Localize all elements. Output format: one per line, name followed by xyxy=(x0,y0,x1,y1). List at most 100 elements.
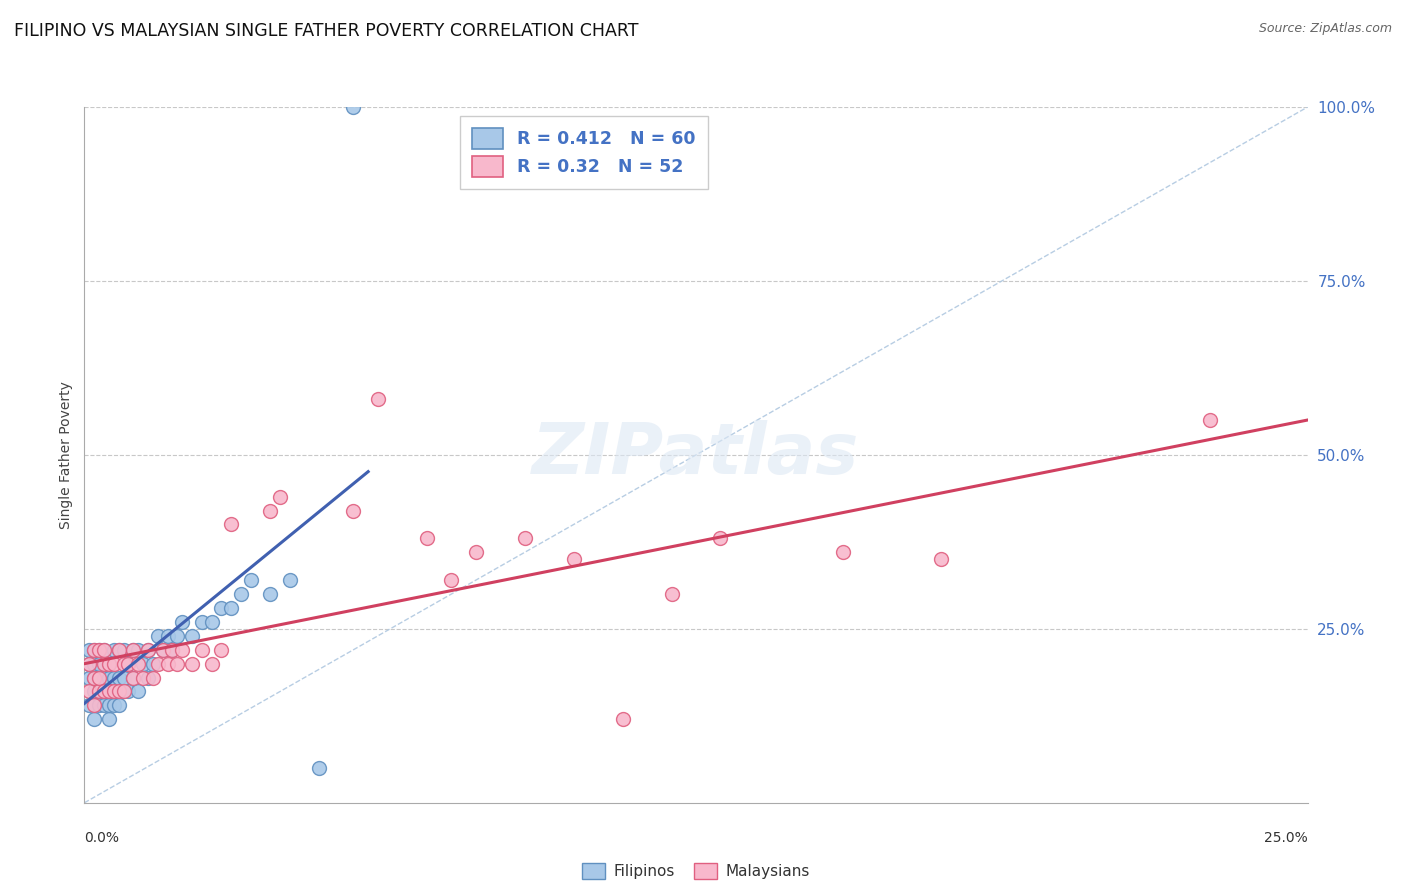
Point xyxy=(136,642,159,657)
Point xyxy=(93,684,115,698)
Point xyxy=(142,657,165,671)
Point xyxy=(97,657,120,671)
Point xyxy=(112,671,135,685)
Point xyxy=(136,642,159,657)
Point xyxy=(97,698,120,713)
Point xyxy=(93,657,115,671)
Point xyxy=(191,642,214,657)
Point xyxy=(229,587,252,601)
Point xyxy=(142,671,165,685)
Text: 0.0%: 0.0% xyxy=(84,830,120,845)
Point xyxy=(83,698,105,713)
Point xyxy=(112,657,135,671)
Point xyxy=(77,642,100,657)
Point xyxy=(127,657,149,671)
Point xyxy=(77,671,100,685)
Point xyxy=(87,684,110,698)
Point xyxy=(562,552,585,566)
Point xyxy=(117,657,139,671)
Point xyxy=(209,601,232,615)
Point xyxy=(136,671,159,685)
Point xyxy=(152,642,174,657)
Point xyxy=(122,642,145,657)
Point xyxy=(87,642,110,657)
Point xyxy=(122,671,145,685)
Point xyxy=(77,657,100,671)
Point xyxy=(464,545,486,559)
Point xyxy=(93,698,115,713)
Point xyxy=(200,657,222,671)
Point xyxy=(93,671,115,685)
Point xyxy=(219,601,242,615)
Point xyxy=(181,657,204,671)
Point xyxy=(132,657,155,671)
Point xyxy=(209,642,232,657)
Text: 25.0%: 25.0% xyxy=(1264,830,1308,845)
Text: ZIPatlas: ZIPatlas xyxy=(533,420,859,490)
Text: FILIPINO VS MALAYSIAN SINGLE FATHER POVERTY CORRELATION CHART: FILIPINO VS MALAYSIAN SINGLE FATHER POVE… xyxy=(14,22,638,40)
Point xyxy=(146,629,169,643)
Point xyxy=(87,657,110,671)
Point xyxy=(93,684,115,698)
Point xyxy=(97,671,120,685)
Point xyxy=(107,642,129,657)
Point xyxy=(122,642,145,657)
Point xyxy=(93,642,115,657)
Point xyxy=(661,587,683,601)
Point xyxy=(83,642,105,657)
Point xyxy=(97,684,120,698)
Point xyxy=(342,503,364,517)
Point xyxy=(127,642,149,657)
Point xyxy=(103,657,125,671)
Point xyxy=(612,712,634,726)
Point xyxy=(259,587,281,601)
Point xyxy=(162,642,184,657)
Point xyxy=(513,532,536,546)
Point xyxy=(1198,413,1220,427)
Point xyxy=(77,698,100,713)
Point xyxy=(156,657,179,671)
Point xyxy=(166,657,188,671)
Point xyxy=(87,684,110,698)
Point xyxy=(103,642,125,657)
Point xyxy=(117,657,139,671)
Point xyxy=(166,629,188,643)
Point xyxy=(112,684,135,698)
Legend: Filipinos, Malaysians: Filipinos, Malaysians xyxy=(575,856,817,886)
Point xyxy=(83,671,105,685)
Point xyxy=(172,615,194,629)
Point xyxy=(77,684,100,698)
Point xyxy=(308,761,330,775)
Point xyxy=(107,698,129,713)
Point xyxy=(83,642,105,657)
Point xyxy=(87,698,110,713)
Point xyxy=(77,657,100,671)
Point xyxy=(97,657,120,671)
Point xyxy=(107,642,129,657)
Point xyxy=(83,671,105,685)
Point xyxy=(107,684,129,698)
Point xyxy=(103,698,125,713)
Point xyxy=(107,671,129,685)
Point xyxy=(342,100,364,114)
Point xyxy=(709,532,731,546)
Point xyxy=(83,684,105,698)
Point xyxy=(191,615,214,629)
Point xyxy=(152,642,174,657)
Point xyxy=(87,671,110,685)
Point xyxy=(83,657,105,671)
Point xyxy=(929,552,952,566)
Point xyxy=(269,490,291,504)
Point xyxy=(367,392,389,407)
Point xyxy=(172,642,194,657)
Point xyxy=(831,545,853,559)
Point xyxy=(112,684,135,698)
Point xyxy=(181,629,204,643)
Point xyxy=(117,684,139,698)
Point xyxy=(83,712,105,726)
Point xyxy=(200,615,222,629)
Point xyxy=(87,671,110,685)
Point xyxy=(127,684,149,698)
Point xyxy=(97,712,120,726)
Point xyxy=(97,684,120,698)
